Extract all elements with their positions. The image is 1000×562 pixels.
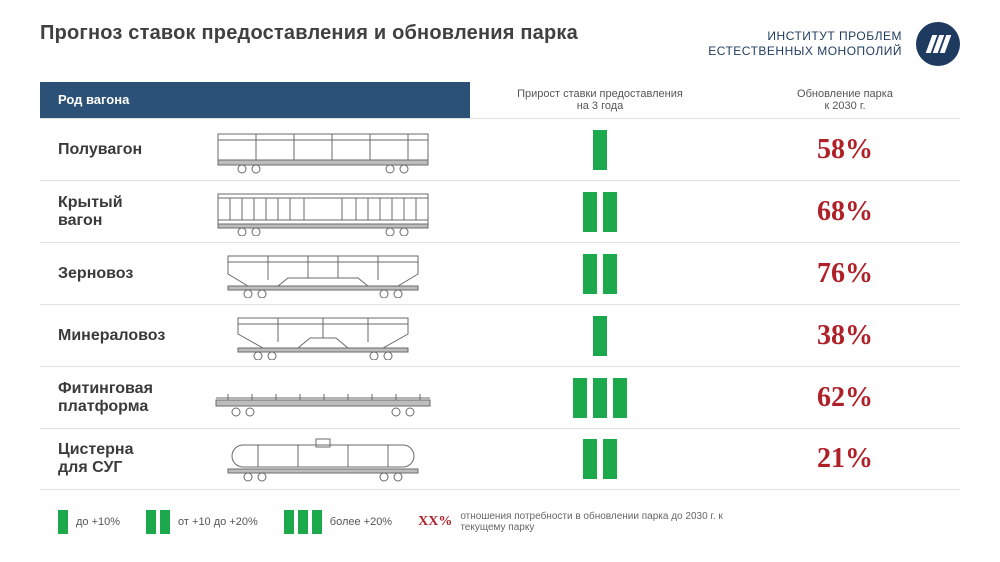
org-name: ИНСТИТУТ ПРОБЛЕМ ЕСТЕСТВЕННЫХ МОНОПОЛИЙ	[708, 29, 902, 59]
table-row: Зерновоз 76%	[40, 242, 960, 304]
wagon-name: Минераловоз	[40, 327, 208, 345]
wagon-drawing	[208, 126, 470, 174]
bar-icon	[583, 439, 597, 479]
bar-icon	[593, 130, 607, 170]
flatcar-icon	[208, 374, 438, 422]
col-renew: Обновление парка к 2030 г.	[730, 82, 960, 118]
renewal-pct: 38%	[730, 320, 960, 352]
renewal-pct: 58%	[730, 134, 960, 166]
org-line2: ЕСТЕСТВЕННЫХ МОНОПОЛИЙ	[708, 44, 902, 59]
wagon-drawing	[208, 188, 470, 236]
legend-label: более +20%	[330, 516, 392, 528]
bar-icon	[593, 316, 607, 356]
grain-hopper-icon	[208, 250, 438, 298]
col-growth: Прирост ставки предоставления на 3 года	[470, 82, 730, 118]
col-type: Род вагона	[40, 82, 470, 118]
growth-bars	[470, 378, 730, 418]
open-wagon-icon	[208, 126, 438, 174]
boxcar-icon	[208, 188, 438, 236]
wagon-name: Полувагон	[40, 141, 208, 159]
legend-xx-marker: XX%	[418, 514, 452, 530]
legend: до +10% от +10 до +20% более +20% XX% от…	[58, 510, 740, 534]
legend-xx-desc: отношения потребности в обновлении парка…	[460, 511, 740, 534]
renewal-pct: 68%	[730, 196, 960, 228]
bar-icon	[146, 510, 156, 534]
table-row: Минераловоз 38%	[40, 304, 960, 366]
legend-label: до +10%	[76, 516, 120, 528]
wagon-drawing	[208, 435, 470, 483]
mineral-hopper-icon	[208, 312, 438, 360]
growth-bars	[470, 192, 730, 232]
bar-icon	[583, 192, 597, 232]
wagon-drawing	[208, 374, 470, 422]
wagon-drawing	[208, 312, 470, 360]
bar-icon	[603, 254, 617, 294]
legend-item: до +10%	[58, 510, 120, 534]
growth-bars	[470, 130, 730, 170]
wagon-drawing	[208, 250, 470, 298]
table-row: Крытый вагон	[40, 180, 960, 242]
bar-icon	[603, 439, 617, 479]
org-block: ИНСТИТУТ ПРОБЛЕМ ЕСТЕСТВЕННЫХ МОНОПОЛИЙ	[708, 22, 960, 66]
renewal-pct: 62%	[730, 382, 960, 414]
wagon-name: Зерновоз	[40, 265, 208, 283]
bar-icon	[284, 510, 294, 534]
bar-icon	[603, 192, 617, 232]
wagon-name: Цистерна для СУГ	[40, 441, 208, 476]
renewal-pct: 76%	[730, 258, 960, 290]
tank-car-icon	[208, 435, 438, 483]
table-header: Род вагона Прирост ставки предоставления…	[40, 82, 960, 118]
table-row: Полувагон 58%	[40, 118, 960, 180]
bar-icon	[593, 378, 607, 418]
page-title: Прогноз ставок предоставления и обновлен…	[40, 22, 578, 45]
org-logo-icon	[916, 22, 960, 66]
legend-label: от +10 до +20%	[178, 516, 258, 528]
wagon-name: Фитинговая платформа	[40, 380, 208, 415]
legend-item: более +20%	[284, 510, 392, 534]
wagon-name: Крытый вагон	[40, 194, 208, 229]
table-row: Фитинговая платформа 62%	[40, 366, 960, 428]
bar-icon	[160, 510, 170, 534]
header: Прогноз ставок предоставления и обновлен…	[40, 22, 960, 66]
bar-icon	[573, 378, 587, 418]
renewal-pct: 21%	[730, 443, 960, 475]
bar-icon	[298, 510, 308, 534]
bar-icon	[312, 510, 322, 534]
legend-item: XX% отношения потребности в обновлении п…	[418, 511, 740, 534]
bar-icon	[58, 510, 68, 534]
legend-item: от +10 до +20%	[146, 510, 258, 534]
wagon-table: Род вагона Прирост ставки предоставления…	[40, 82, 960, 490]
bar-icon	[613, 378, 627, 418]
growth-bars	[470, 316, 730, 356]
org-line1: ИНСТИТУТ ПРОБЛЕМ	[708, 29, 902, 44]
growth-bars	[470, 439, 730, 479]
table-row: Цистерна для СУГ 21%	[40, 428, 960, 490]
growth-bars	[470, 254, 730, 294]
bar-icon	[583, 254, 597, 294]
